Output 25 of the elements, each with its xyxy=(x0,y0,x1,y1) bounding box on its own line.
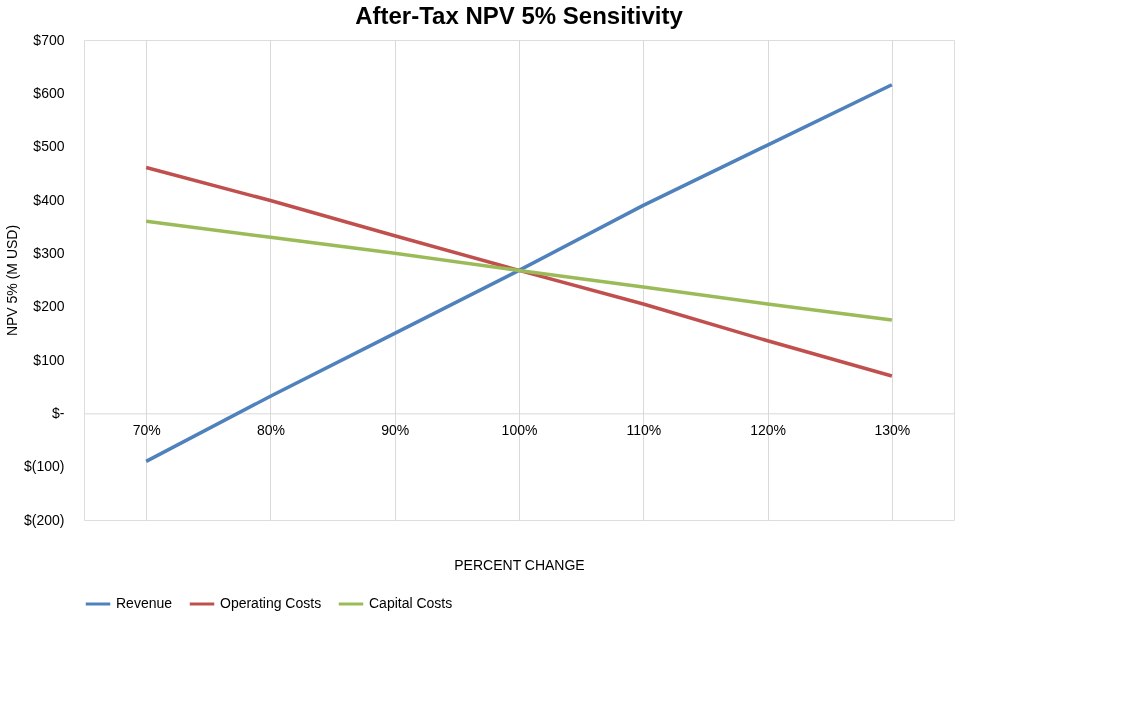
x-tick-label: 110% xyxy=(626,421,662,438)
y-axis-title: NPV 5% (M USD) xyxy=(4,224,21,337)
y-tick-label: $(200) xyxy=(24,511,65,528)
y-tick-label: $500 xyxy=(33,138,65,155)
x-axis-title: PERCENT CHANGE xyxy=(454,556,585,573)
legend-label: Revenue xyxy=(116,595,173,611)
line-series xyxy=(144,219,894,322)
x-tick-label: 70% xyxy=(132,421,161,438)
x-tick-label: 90% xyxy=(381,421,410,438)
y-tick-label: $- xyxy=(52,404,65,421)
line-series xyxy=(144,165,894,378)
y-tick-label: $100 xyxy=(33,351,65,368)
y-tick-label: $200 xyxy=(33,298,65,315)
legend-label: Operating Costs xyxy=(220,595,322,611)
x-tick-label: 80% xyxy=(256,421,285,438)
y-tick-label: $(100) xyxy=(24,458,65,475)
x-tick-label: 130% xyxy=(874,421,911,438)
legend-label: Capital Costs xyxy=(369,595,453,611)
y-tick-label: $300 xyxy=(33,244,65,261)
x-tick-label: 120% xyxy=(750,421,786,438)
chart-title: After-Tax NPV 5% Sensitivity xyxy=(355,2,684,29)
x-tick-label: 100% xyxy=(501,421,538,438)
y-tick-label: $400 xyxy=(33,191,65,208)
y-tick-label: $700 xyxy=(33,31,65,48)
y-tick-label: $600 xyxy=(33,84,65,101)
